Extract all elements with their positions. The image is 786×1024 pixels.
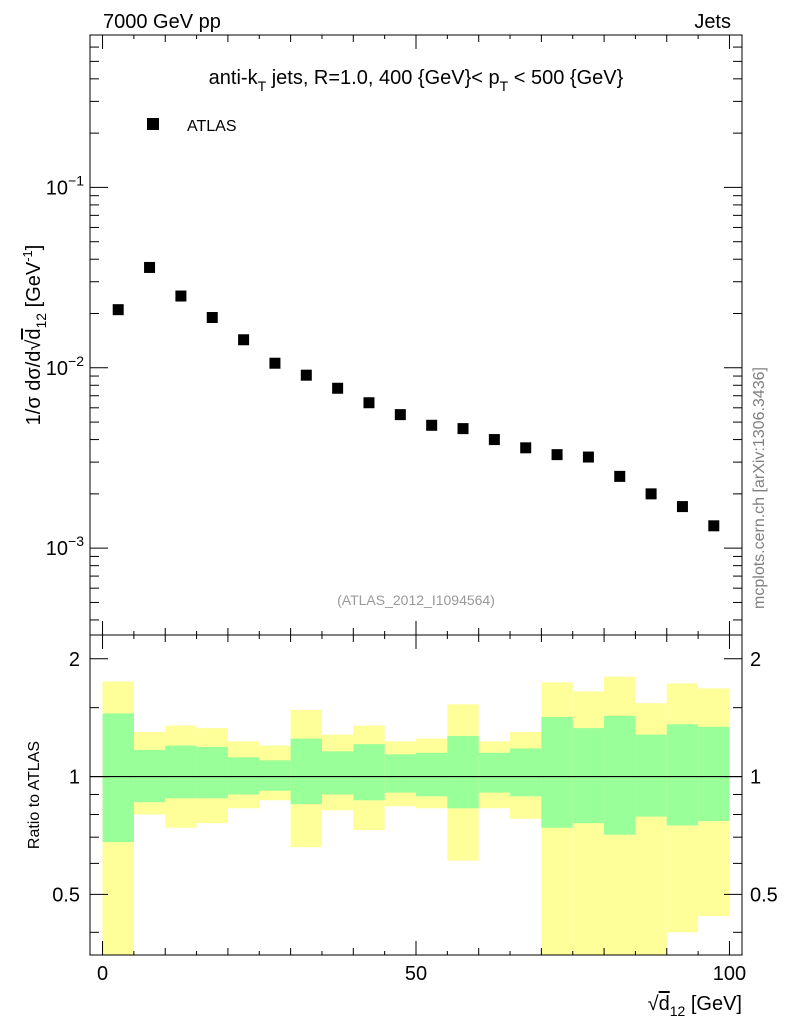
data-point — [488, 434, 500, 446]
ratio-y-ticks: 0.5 0.5 1 1 2 2 — [52, 649, 778, 933]
x-tick-label: 100 — [713, 963, 746, 985]
data-point — [363, 397, 375, 409]
legend-label: ATLAS — [187, 118, 237, 135]
main-y-axis-label: 1/σ dσ/d√d12 [GeV-1] — [20, 245, 49, 426]
ratio-y-axis-label: Ratio to ATLAS — [26, 741, 43, 849]
inner-band-bin — [290, 738, 322, 805]
data-point — [676, 501, 688, 513]
data-point — [269, 357, 281, 369]
inner-uncertainty-band — [102, 713, 730, 843]
inner-band-bin — [447, 735, 479, 809]
data-point — [332, 382, 344, 394]
ratio-y-tick-label-left: 2 — [69, 649, 80, 671]
watermark: mcplots.cern.ch [arXiv:1306.3436] — [751, 367, 768, 609]
ratio-x-ticks: 0 50 100 — [97, 635, 746, 985]
y-tick-label: 10−3 — [46, 533, 84, 560]
inner-band-bin — [321, 751, 354, 795]
data-point — [394, 409, 406, 421]
data-point — [551, 449, 563, 461]
plot-title: anti-kT jets, R=1.0, 400 {GeV}< pT < 500… — [209, 67, 624, 94]
ratio-y-tick-label-right: 2 — [750, 649, 761, 671]
inner-band-bin — [416, 752, 448, 797]
main-y-ticks: 10−1 10−2 10−3 — [46, 46, 742, 621]
legend-marker — [147, 118, 159, 130]
inner-band-bin — [698, 726, 730, 821]
ratio-y-tick-label-left: 1 — [69, 767, 80, 789]
main-panel: 10−1 10−2 10−3 anti-kT jets, R=1.0, 400 {G… — [20, 34, 743, 636]
header-right: Jets — [694, 11, 731, 33]
data-point — [520, 442, 532, 454]
data-point — [144, 261, 156, 273]
inner-band-bin — [510, 748, 542, 797]
header-left: 7000 GeV pp — [103, 11, 221, 33]
data-point — [426, 419, 438, 431]
inner-band-bin — [635, 734, 667, 817]
inner-band-bin — [478, 752, 511, 793]
data-points — [112, 261, 720, 532]
inner-band-bin — [259, 760, 291, 791]
ratio-y-tick-label-right: 1 — [750, 767, 761, 789]
data-point — [206, 312, 218, 324]
x-tick-label: 50 — [405, 963, 427, 985]
analysis-id: (ATLAS_2012_I1094564) — [337, 592, 495, 608]
inner-band-bin — [572, 728, 605, 824]
data-point — [238, 334, 250, 346]
inner-band-bin — [384, 754, 416, 793]
y-tick-label: 10−2 — [46, 353, 84, 380]
inner-band-bin — [353, 744, 385, 801]
data-point — [457, 423, 469, 435]
inner-band-bin — [666, 724, 699, 826]
data-point — [708, 520, 720, 532]
inner-band-bin — [541, 716, 573, 828]
main-x-ticks — [102, 35, 730, 635]
data-point — [614, 470, 626, 482]
data-point — [112, 304, 124, 316]
inner-band-bin — [165, 745, 197, 799]
x-tick-label: 0 — [97, 963, 108, 985]
x-axis-label: √d12 [GeV] — [648, 993, 742, 1019]
ratio-y-tick-label-left: 0.5 — [52, 884, 80, 906]
data-point — [582, 451, 594, 463]
inner-band-bin — [604, 715, 636, 835]
inner-band-bin — [196, 747, 228, 799]
data-point — [300, 369, 312, 381]
data-point — [645, 488, 657, 500]
inner-band-bin — [102, 713, 134, 843]
ratio-y-tick-label-right: 0.5 — [750, 884, 778, 906]
inner-band-bin — [227, 757, 260, 795]
data-point — [175, 290, 187, 302]
ratio-panel: 0 50 100 0.5 0.5 1 1 2 2 Ratio to ATLAS √d12 [G… — [26, 634, 778, 1019]
y-tick-label: 10−1 — [46, 172, 84, 199]
